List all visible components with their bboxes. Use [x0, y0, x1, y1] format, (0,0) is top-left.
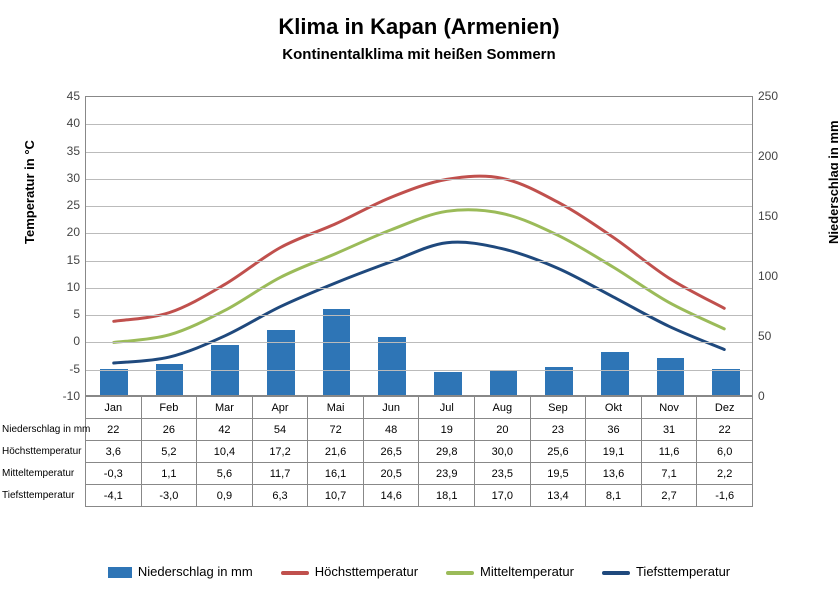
data-table: JanFebMarAprMaiJunJulAugSepOktNovDez2226… [85, 396, 753, 507]
ytick-left: 20 [50, 225, 80, 239]
ytick-left: 15 [50, 253, 80, 267]
row-header: Tiefsttemperatur [0, 484, 85, 506]
ytick-left: 25 [50, 198, 80, 212]
swatch-line-icon [281, 571, 309, 575]
legend-item-low: Tiefsttemperatur [602, 564, 730, 579]
line-high [114, 176, 725, 321]
row-header: Mitteltemperatur [0, 462, 85, 484]
table-row-low: -4,1-3,00,96,310,714,618,117,013,48,12,7… [86, 485, 753, 507]
ytick-left: 40 [50, 116, 80, 130]
legend-label: Niederschlag in mm [138, 564, 253, 579]
climate-chart: Klima in Kapan (Armenien) Kontinentalkli… [0, 14, 838, 593]
row-header: Höchsttemperatur [0, 440, 85, 462]
table-row-precip: 222642547248192023363122 [86, 419, 753, 441]
y-axis-left-label: Temperatur in °C [22, 140, 37, 244]
chart-title: Klima in Kapan (Armenien) [0, 14, 838, 40]
table-row-months: JanFebMarAprMaiJunJulAugSepOktNovDez [86, 397, 753, 419]
ytick-right: 100 [758, 269, 788, 283]
plot-area [85, 96, 753, 396]
table-row-headers: Niederschlag in mmHöchsttemperaturMittel… [0, 396, 85, 506]
legend-label: Höchsttemperatur [315, 564, 418, 579]
ytick-right: 150 [758, 209, 788, 223]
legend-item-mean: Mitteltemperatur [446, 564, 574, 579]
swatch-line-icon [446, 571, 474, 575]
y-axis-right-label: Niederschlag in mm [826, 120, 838, 244]
table-row-high: 3,65,210,417,221,626,529,830,025,619,111… [86, 441, 753, 463]
ytick-right: 0 [758, 389, 788, 403]
ytick-left: -5 [50, 362, 80, 376]
ytick-left: 0 [50, 334, 80, 348]
table-row-mean: -0,31,15,611,716,120,523,923,519,513,67,… [86, 463, 753, 485]
legend: Niederschlag in mm Höchsttemperatur Mittel… [0, 564, 838, 579]
ytick-right: 250 [758, 89, 788, 103]
legend-item-high: Höchsttemperatur [281, 564, 418, 579]
legend-item-precip: Niederschlag in mm [108, 564, 253, 579]
line-mean [114, 210, 725, 343]
swatch-bar-icon [108, 567, 132, 578]
ytick-left: 35 [50, 144, 80, 158]
ytick-right: 200 [758, 149, 788, 163]
legend-label: Tiefsttemperatur [636, 564, 730, 579]
ytick-left: 30 [50, 171, 80, 185]
row-header: Niederschlag in mm [0, 418, 85, 440]
row-header [0, 396, 85, 418]
ytick-left: 5 [50, 307, 80, 321]
chart-subtitle: Kontinentalklima mit heißen Sommern [0, 46, 838, 63]
ytick-right: 50 [758, 329, 788, 343]
ytick-left: 10 [50, 280, 80, 294]
legend-label: Mitteltemperatur [480, 564, 574, 579]
swatch-line-icon [602, 571, 630, 575]
line-series-svg [86, 97, 752, 395]
ytick-left: 45 [50, 89, 80, 103]
